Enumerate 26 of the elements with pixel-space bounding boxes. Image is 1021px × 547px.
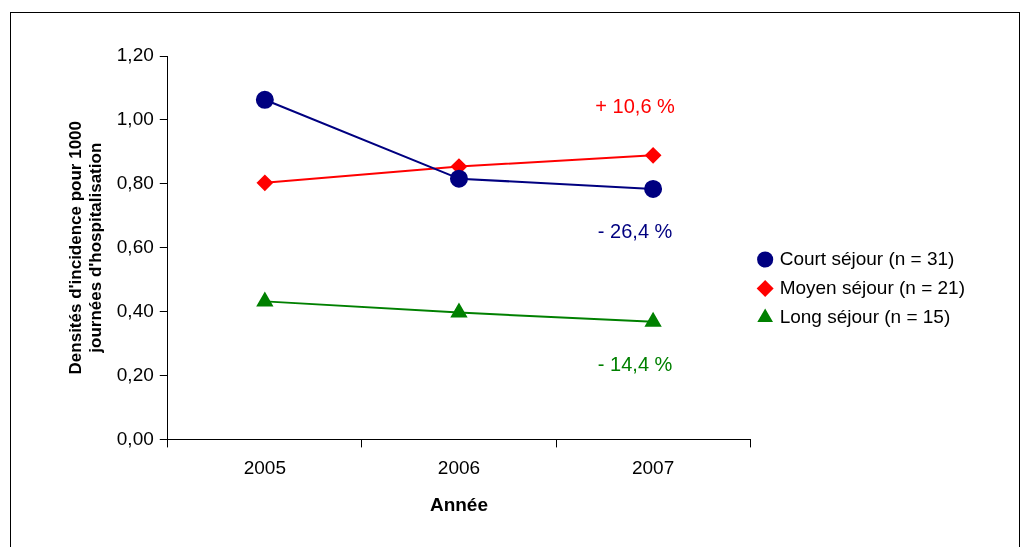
annotation: - 26,4 %: [597, 220, 673, 243]
legend-label: Court séjour (n = 31): [779, 247, 955, 269]
y-tick-label: 0,60: [116, 235, 154, 257]
y-tick-label: 1,20: [116, 44, 154, 66]
point: [256, 292, 273, 307]
legend-label: Moyen séjour (n = 21): [779, 276, 965, 298]
x-tick-label: 2005: [243, 457, 286, 479]
x-tick-label: 2007: [631, 457, 675, 479]
y-tick-label: 0,80: [116, 172, 154, 194]
y-tick-label: 0,20: [116, 363, 154, 385]
x-axis-title: Année: [429, 493, 489, 515]
point: [449, 169, 468, 188]
point: [645, 312, 662, 327]
y-tick-label: 1,00: [116, 108, 154, 130]
y-axis-title: Densités d'incidence pour 1000 journées d'hospitalisation: [65, 120, 106, 375]
y-tick-label: 0,40: [116, 299, 154, 321]
y-tick-label: 0,00: [116, 427, 154, 449]
point: [451, 303, 467, 318]
point: [255, 90, 274, 109]
annotation: + 10,6 %: [595, 94, 676, 117]
annotation: - 14,4 %: [597, 353, 673, 376]
x-tick-label: 2006: [437, 457, 481, 479]
point: [256, 174, 273, 191]
point: [644, 179, 663, 198]
point: [645, 147, 662, 164]
legend-label: Long séjour (n = 15): [779, 305, 951, 327]
